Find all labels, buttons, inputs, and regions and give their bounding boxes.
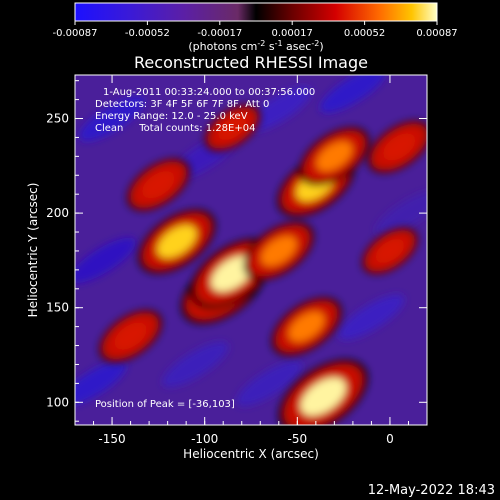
emission-core	[300, 377, 346, 416]
x-tick-label: -150	[98, 432, 125, 446]
negative-bands	[75, 75, 427, 406]
negative-band	[245, 86, 312, 132]
x-tick-label: 0	[386, 432, 394, 446]
y-tick-label: 100	[46, 395, 69, 409]
negative-band	[162, 341, 229, 388]
emission-core	[142, 171, 175, 199]
negative-band	[320, 75, 386, 113]
emission-core	[218, 116, 247, 140]
negative-band	[236, 360, 303, 406]
colorbar: -0.00087 -0.00052 -0.00017 0.00017 0.00052 0.…	[53, 2, 458, 53]
emission-core	[316, 141, 353, 172]
y-tick-label: 150	[46, 301, 69, 315]
peak-position-label: Position of Peak = [-36,103]	[95, 399, 235, 410]
negative-band	[75, 237, 136, 283]
emission-core	[375, 239, 405, 263]
x-tick-label: -50	[288, 432, 308, 446]
colorbar-unit: (photons cm-2 s-1 asec-2)	[188, 39, 323, 53]
y-tick-label: 250	[46, 112, 69, 126]
colorbar-ticks: -0.00087 -0.00052 -0.00017 0.00017 0.00052 0.…	[53, 21, 458, 39]
x-axis-label: Heliocentric X (arcsec)	[183, 447, 319, 461]
colorbar-tick-label: 0.00052	[344, 28, 385, 39]
emission-blobs	[98, 104, 427, 425]
plot-frame	[74, 74, 428, 426]
colorbar-tick-label: -0.00052	[125, 28, 170, 39]
emission-core	[261, 236, 297, 266]
annotation-counts: Clean Total counts: 1.28E+04	[95, 123, 255, 134]
colorbar-gradient	[74, 2, 438, 22]
negative-band	[79, 95, 145, 142]
footer-timestamp: 12-May-2022 18:43	[368, 483, 495, 498]
colorbar-tick-label: -0.00017	[197, 28, 242, 39]
colorbar-tick-label: 0.00087	[416, 28, 457, 39]
annotation-block: 1-Aug-2011 00:33:24.000 to 00:37:56.000 …	[95, 87, 315, 134]
emission-core	[114, 322, 147, 350]
chart-title: Reconstructed RHESSI Image	[134, 53, 368, 72]
negative-band	[75, 360, 127, 406]
y-tick-label: 200	[46, 206, 69, 220]
annotation-energy: Energy Range: 12.0 - 25.0 keV	[95, 111, 248, 122]
y-axis: 100 150 200 250	[46, 80, 427, 422]
emission-core	[383, 133, 416, 161]
emission-core	[157, 225, 197, 258]
negative-band	[338, 294, 405, 340]
annotation-detectors: Detectors: 3F 4F 5F 6F 7F 8F, Att 0	[95, 99, 269, 110]
heatmap-area	[75, 75, 427, 425]
annotation-time: 1-Aug-2011 00:33:24.000 to 00:37:56.000	[103, 87, 315, 98]
x-tick-label: -100	[191, 432, 218, 446]
colorbar-tick-label: 0.00017	[272, 28, 313, 39]
emission-core	[288, 311, 325, 342]
x-axis: -150 -100 -50 0	[74, 75, 428, 446]
emission-core	[211, 255, 254, 292]
negative-band	[375, 190, 427, 236]
y-axis-label: Heliocentric Y (arcsec)	[26, 183, 40, 318]
colorbar-tick-label: -0.00087	[53, 28, 98, 39]
